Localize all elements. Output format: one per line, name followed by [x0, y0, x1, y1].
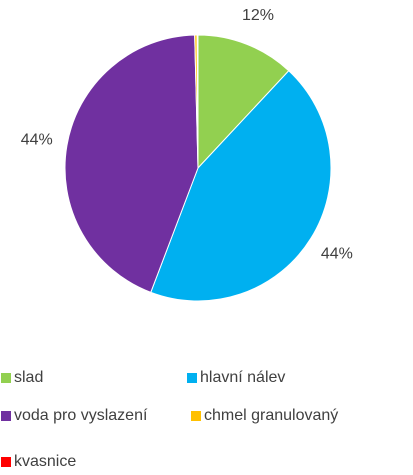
- legend-marker: [187, 373, 197, 383]
- data-label: 44%: [321, 246, 353, 263]
- legend-marker: [1, 411, 11, 421]
- legend-label: hlavní nálev: [200, 369, 285, 386]
- pie-slice: [64, 34, 199, 293]
- legend-label: kvasnice: [14, 453, 76, 470]
- pie-slice: [150, 70, 332, 302]
- pie-slice: [197, 34, 290, 170]
- legend-marker: [1, 373, 11, 383]
- legend-label: voda pro vyslazení: [14, 407, 148, 424]
- legend-label: chmel granulovaný: [204, 407, 338, 424]
- data-label: 12%: [242, 7, 274, 24]
- legend-marker: [1, 457, 11, 467]
- data-label: 44%: [21, 132, 53, 149]
- legend-marker: [191, 411, 201, 421]
- legend-label: slad: [14, 369, 43, 386]
- pie-slice: [196, 34, 199, 169]
